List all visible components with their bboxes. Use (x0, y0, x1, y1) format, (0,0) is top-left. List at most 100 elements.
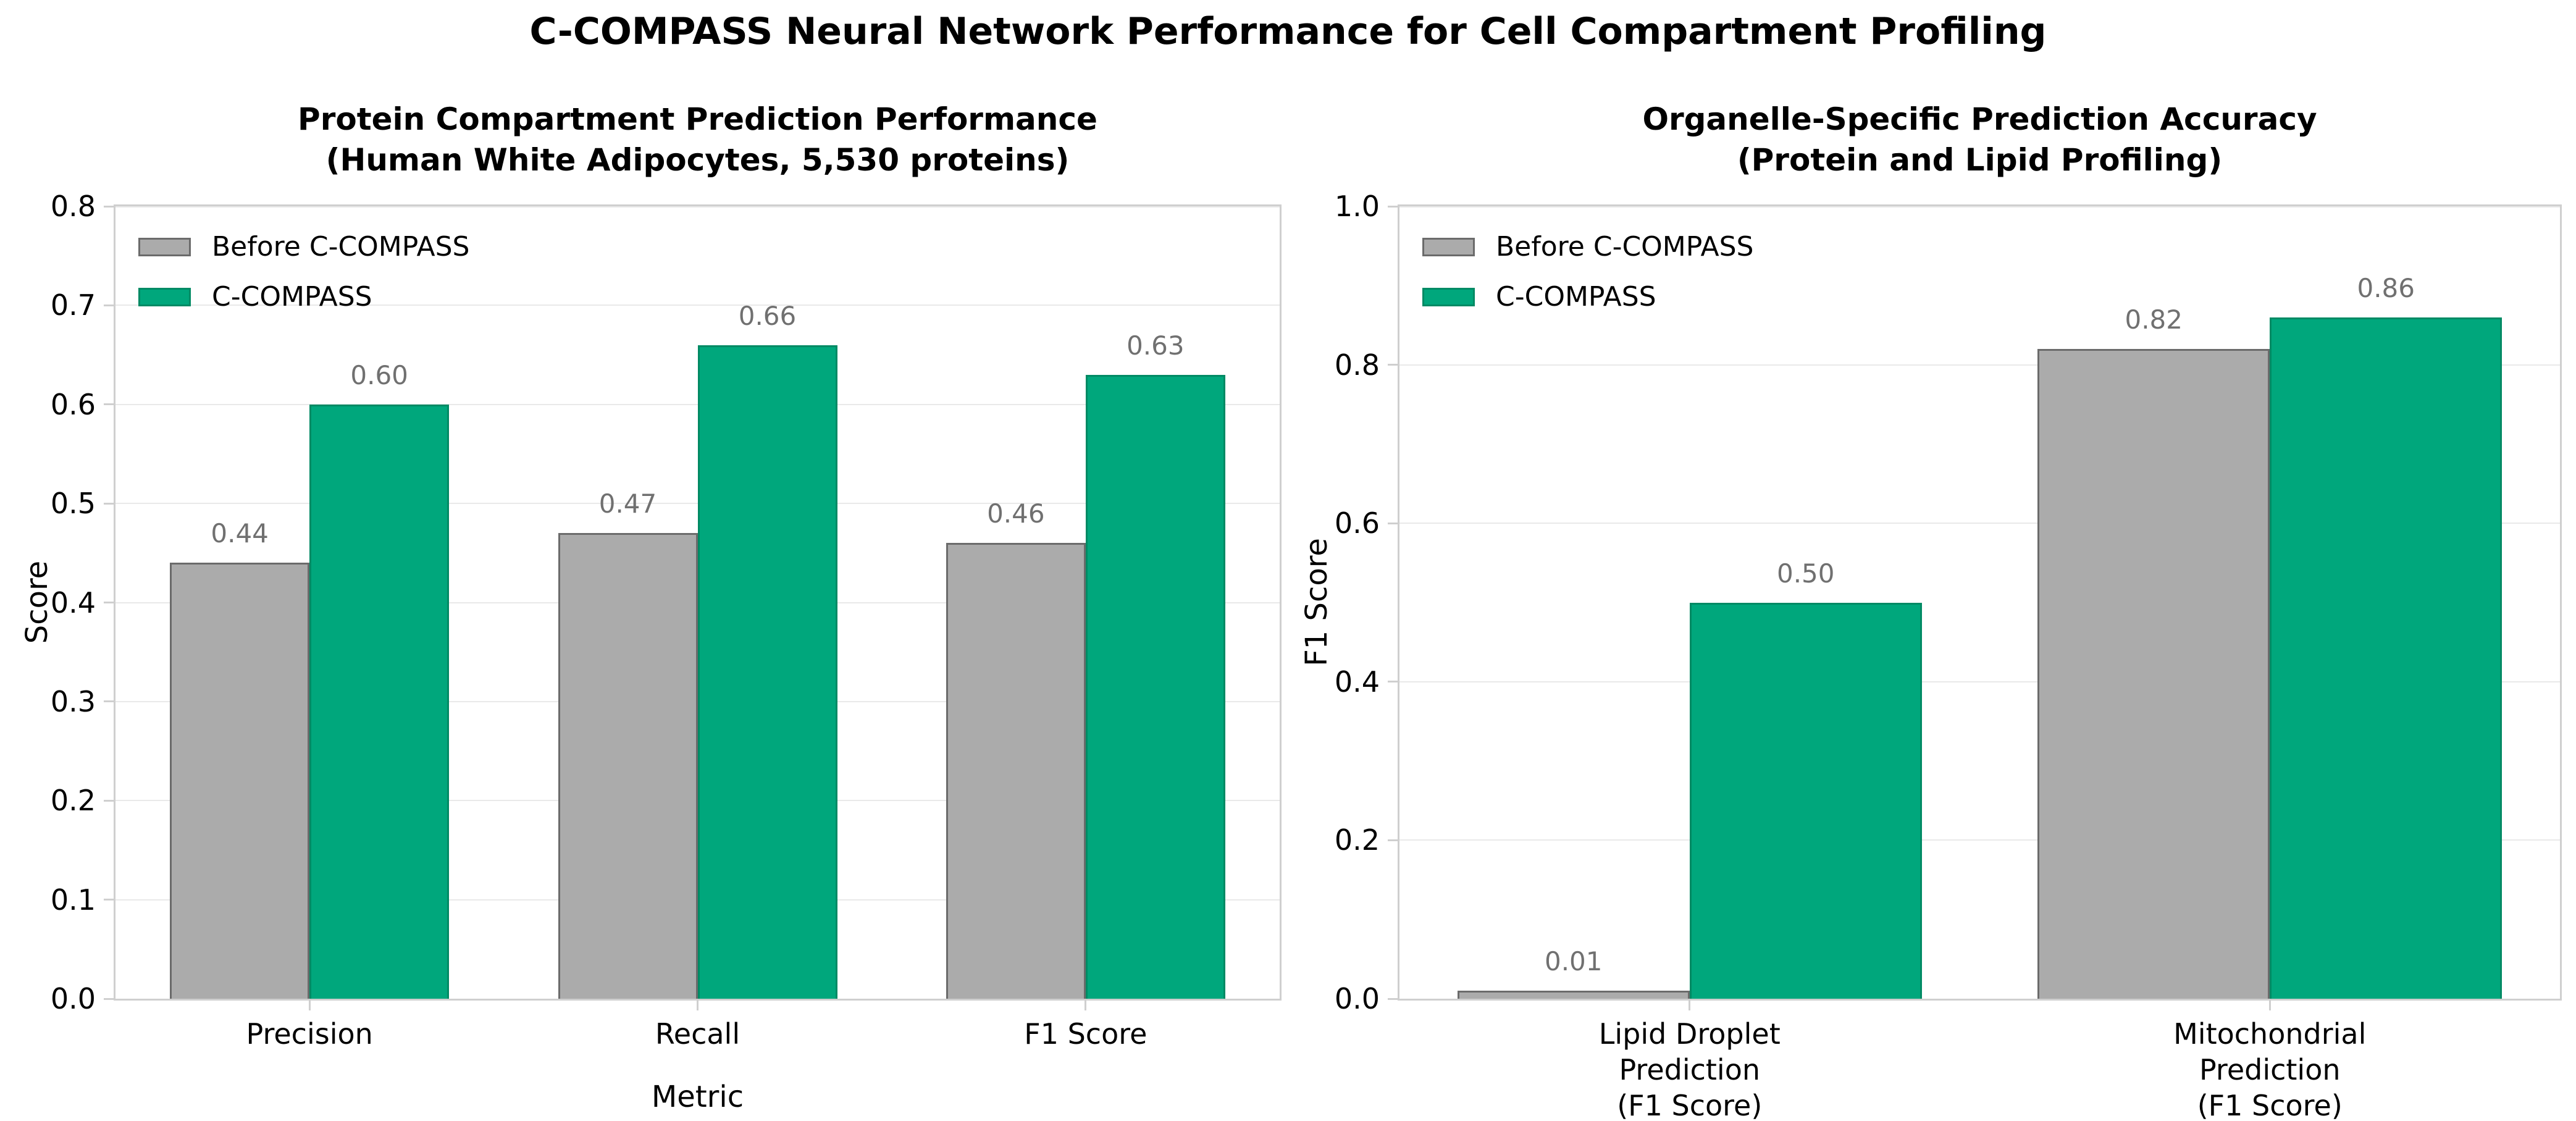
x-tick-label: Precision (93, 1016, 526, 1052)
y-tick-mark (104, 997, 114, 1000)
grid-line (115, 700, 1280, 702)
y-tick-mark (104, 799, 114, 802)
bar-ccompass-1 (309, 404, 450, 999)
grid-line (1399, 206, 2560, 208)
grid-line (1399, 523, 2560, 524)
legend-swatch-before (138, 237, 191, 256)
x-tick-label-line: (F1 Score) (1617, 1089, 1763, 1121)
y-tick-mark (104, 899, 114, 901)
y-tick-mark (1388, 681, 1398, 683)
y-tick-label: 0.5 (50, 487, 96, 521)
y-tick-mark (104, 304, 114, 306)
y-tick-label: 0.6 (1334, 506, 1380, 540)
legend-item-ccompass: C-COMPASS (1422, 281, 1753, 313)
y-tick-mark (1388, 205, 1398, 208)
x-tick-mark (2268, 1001, 2271, 1010)
bar-value-label: 0.86 (2357, 272, 2415, 303)
y-tick-label: 0.6 (50, 387, 96, 421)
x-tick-mark (1085, 1001, 1087, 1010)
bar-before-1 (170, 563, 310, 999)
bar-before-3 (946, 543, 1086, 999)
y-tick-mark (1388, 839, 1398, 841)
legend: Before C-COMPASS C-COMPASS (138, 231, 469, 313)
x-tick-mark (308, 1001, 311, 1010)
y-tick-label: 0.4 (50, 586, 96, 619)
bar-before-2 (558, 533, 698, 999)
bar-ccompass-2 (697, 345, 837, 999)
y-tick-label: 0.1 (50, 883, 96, 917)
right-chart-title: Organelle-Specific Prediction Accuracy (… (1399, 99, 2560, 180)
x-tick-label-line: F1 Score (1024, 1017, 1147, 1051)
bar-value-label: 0.46 (987, 498, 1045, 529)
grid-line (115, 503, 1280, 505)
legend-label-before: Before C-COMPASS (212, 231, 470, 262)
y-tick-mark (104, 502, 114, 505)
right-chart-y-axis-label: F1 Score (1299, 538, 1334, 666)
left-chart-title-line1: Protein Compartment Prediction Performan… (298, 101, 1097, 137)
grid-line (115, 602, 1280, 603)
y-tick-label: 0.8 (50, 190, 96, 223)
y-tick-label: 1.0 (1334, 190, 1380, 223)
y-tick-label: 0.4 (1334, 665, 1380, 699)
y-tick-mark (104, 403, 114, 406)
bar-value-label: 0.66 (738, 300, 797, 331)
x-tick-label-line: Prediction (1619, 1053, 1761, 1086)
legend: Before C-COMPASS C-COMPASS (1422, 231, 1753, 313)
bar-value-label: 0.47 (598, 489, 657, 519)
x-tick-mark (697, 1001, 699, 1010)
bar-value-label: 0.82 (2125, 304, 2183, 335)
x-tick-label: Lipid Droplet Prediction (F1 Score) (1474, 1016, 1906, 1121)
x-tick-label: F1 Score (870, 1016, 1302, 1052)
y-tick-mark (1388, 364, 1398, 366)
bar-ccompass-1 (1689, 602, 1922, 999)
legend-label-before: Before C-COMPASS (1496, 231, 1754, 262)
left-chart-title: Protein Compartment Prediction Performan… (115, 99, 1280, 180)
bar-value-label: 0.44 (211, 518, 269, 549)
right-chart-title-line1: Organelle-Specific Prediction Accuracy (1642, 101, 2317, 137)
y-tick-mark (104, 205, 114, 208)
legend-swatch-ccompass (138, 287, 191, 306)
legend-item-before: Before C-COMPASS (1422, 231, 1753, 262)
grid-line (115, 304, 1280, 306)
y-tick-label: 0.0 (50, 982, 96, 1015)
left-chart-title-line2: (Human White Adipocytes, 5,530 proteins) (325, 142, 1070, 178)
grid-line (115, 800, 1280, 802)
x-tick-label-line: (F1 Score) (2197, 1089, 2343, 1121)
bar-value-label: 0.60 (350, 359, 408, 390)
bar-value-label: 0.50 (1776, 558, 1835, 589)
left-chart-plot-area: 0.44 0.60 0.47 0.66 0.46 0.63 Before C-COMPASS… (114, 204, 1282, 1001)
bar-ccompass-3 (1085, 374, 1225, 999)
y-tick-mark (104, 602, 114, 603)
y-tick-mark (104, 700, 114, 703)
y-tick-mark (1388, 522, 1398, 524)
grid-line (1399, 364, 2560, 366)
bar-value-label: 0.01 (1544, 946, 1603, 977)
legend-swatch-before (1422, 237, 1475, 256)
y-tick-label: 0.3 (50, 684, 96, 718)
x-tick-label-line: Lipid Droplet (1598, 1017, 1781, 1051)
y-tick-label: 0.2 (50, 784, 96, 818)
left-chart-y-axis-label: Score (20, 560, 54, 644)
bar-before-1 (1457, 991, 1690, 999)
x-tick-label-line: Recall (655, 1017, 740, 1051)
legend-item-before: Before C-COMPASS (138, 231, 469, 262)
x-tick-label: Recall (482, 1016, 914, 1052)
y-tick-label: 0.7 (50, 288, 96, 322)
legend-swatch-ccompass (1422, 287, 1475, 306)
x-tick-label-line: Precision (246, 1017, 373, 1051)
legend-item-ccompass: C-COMPASS (138, 281, 469, 313)
left-chart-x-axis-label: Metric (651, 1080, 744, 1114)
x-tick-label-line: Prediction (2199, 1053, 2341, 1086)
grid-line (1399, 839, 2560, 841)
y-tick-mark (1388, 997, 1398, 1000)
y-tick-label: 0.0 (1334, 982, 1380, 1015)
x-tick-label: Mitochondrial Prediction (F1 Score) (2054, 1016, 2486, 1121)
grid-line (115, 899, 1280, 901)
right-chart-title-line2: (Protein and Lipid Profiling) (1737, 142, 2223, 178)
grid-line (1399, 681, 2560, 682)
x-tick-label-line: Mitochondrial (2173, 1017, 2367, 1051)
grid-line (115, 206, 1280, 208)
legend-label-ccompass: C-COMPASS (1496, 281, 1656, 313)
bar-before-2 (2037, 348, 2270, 999)
